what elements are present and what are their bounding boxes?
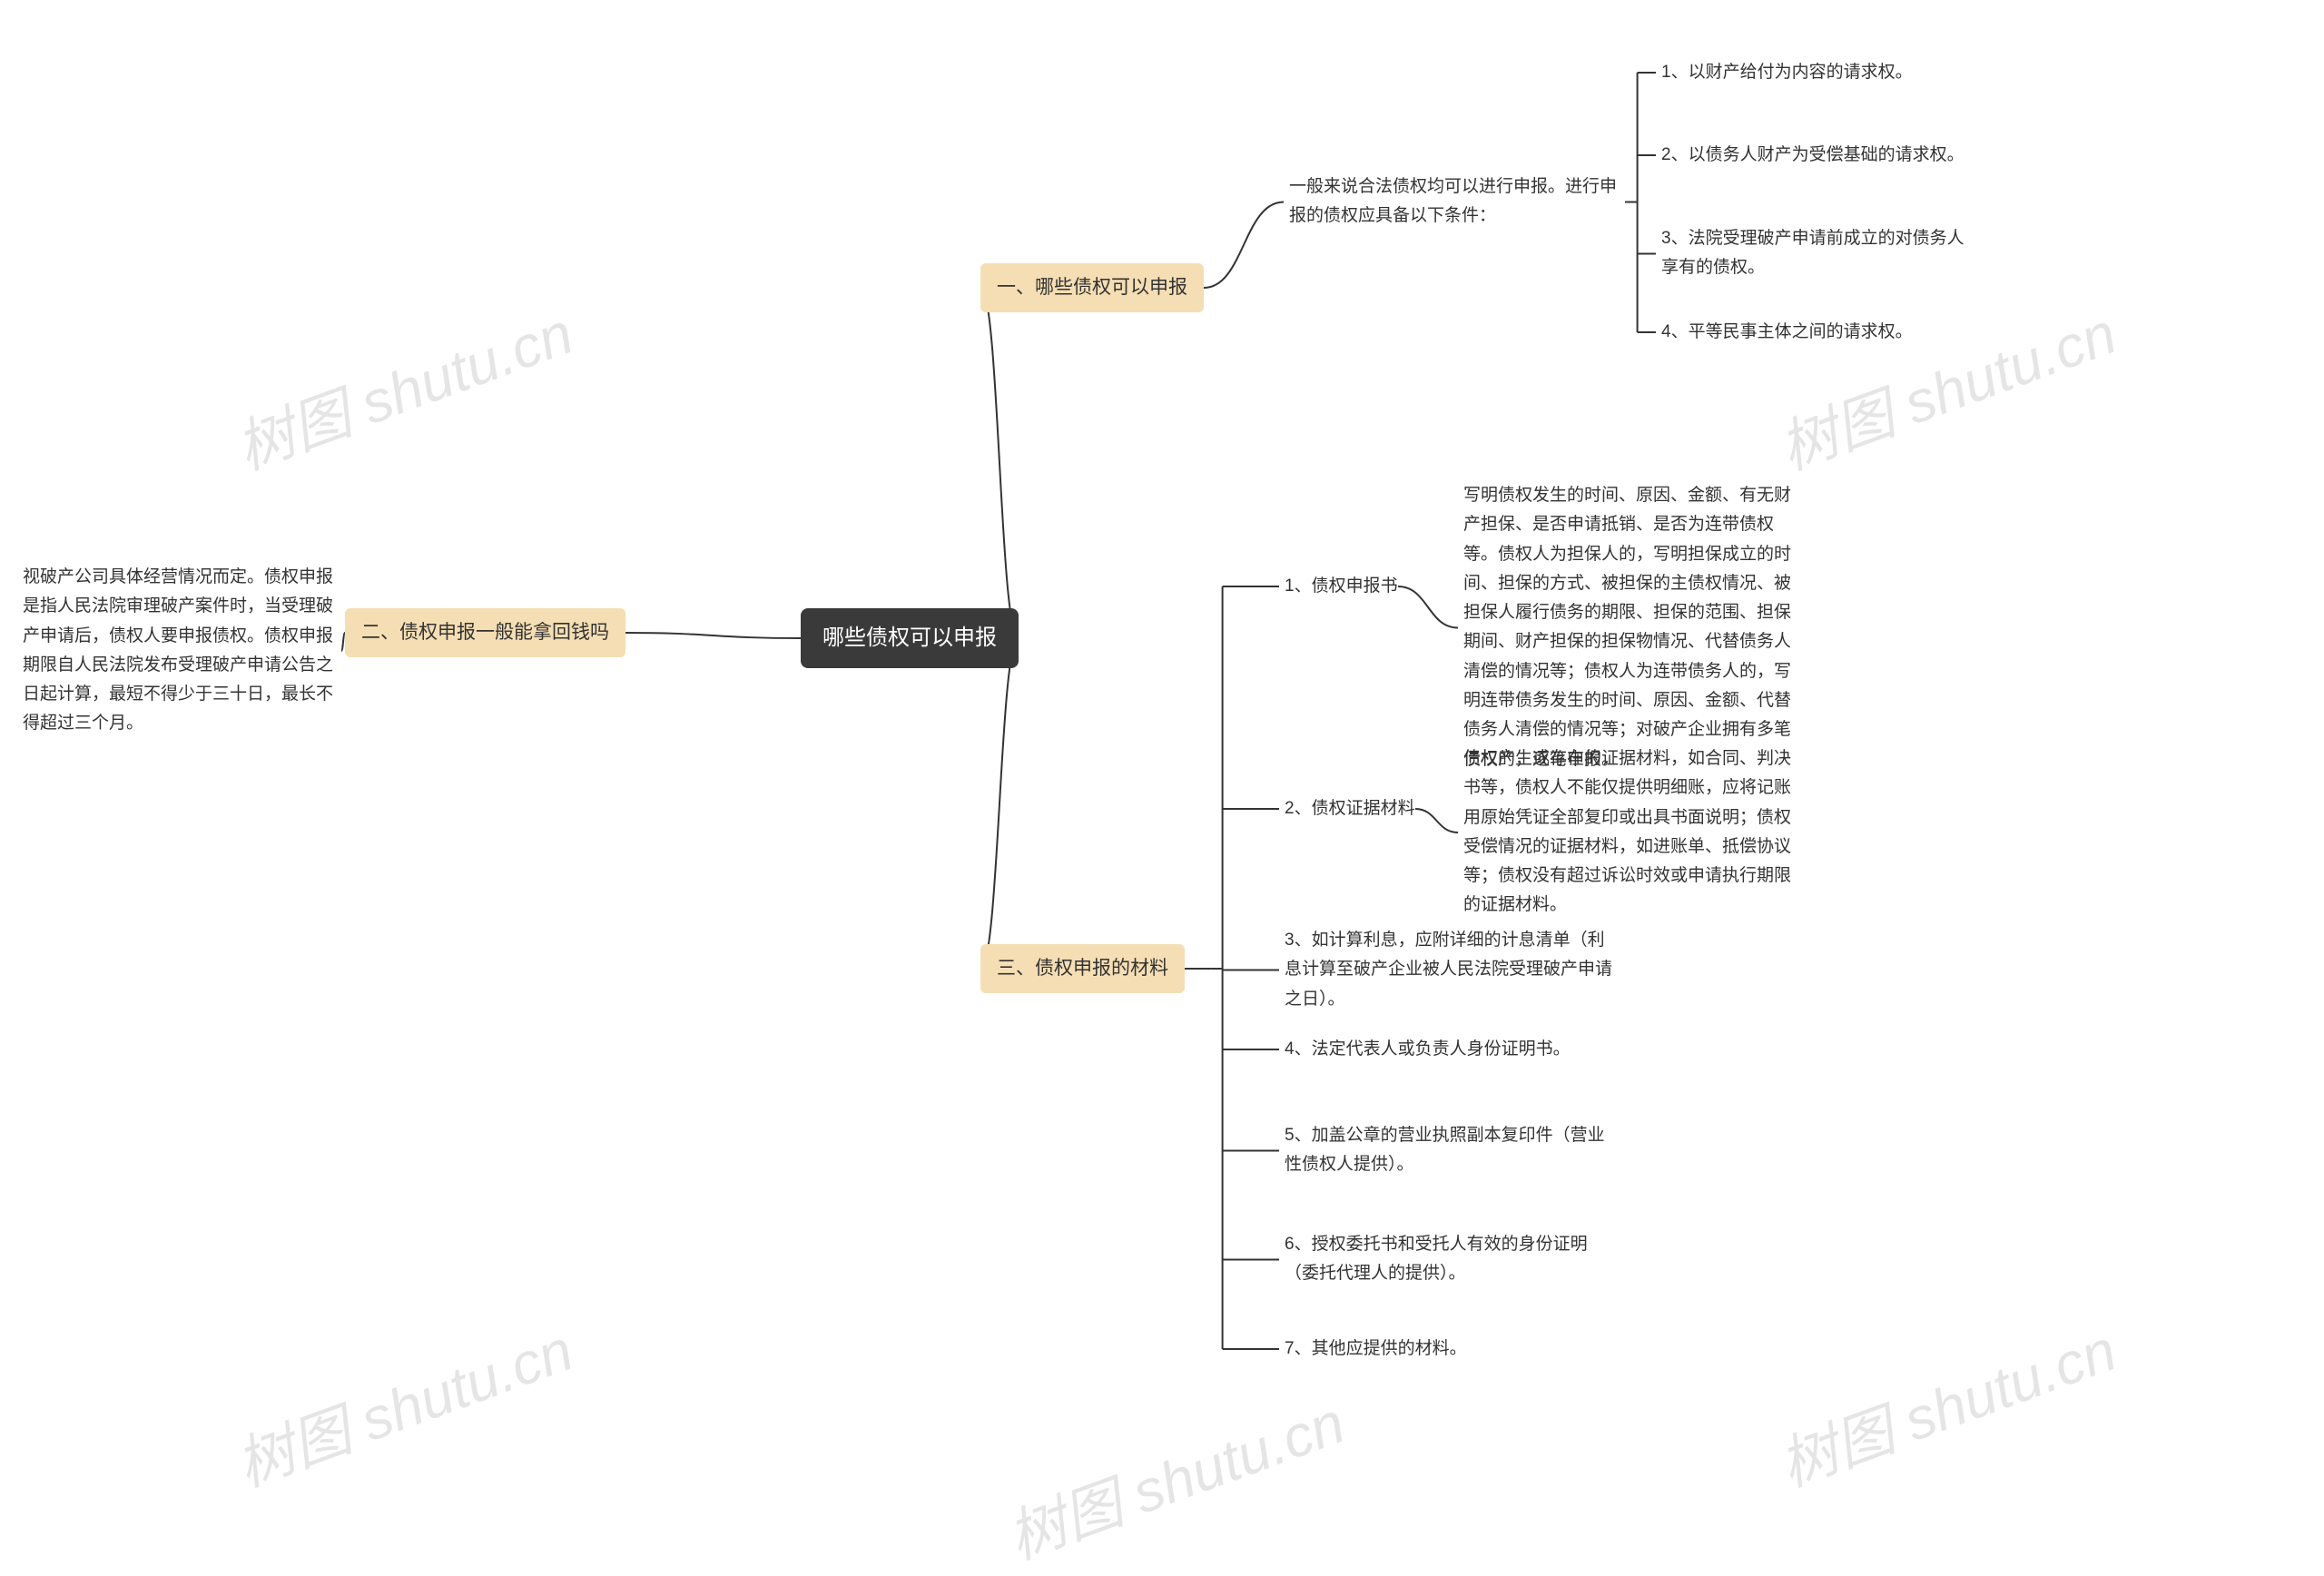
leaf-b3c1l1: 写明债权发生的时间、原因、金额、有无财产担保、是否申请抵销、是否为连带债权等。债… (1463, 481, 1799, 774)
branch-node-b2[interactable]: 二、债权申报一般能拿回钱吗 (345, 608, 625, 657)
leaf-b2c1: 视破产公司具体经营情况而定。债权申报是指人民法院审理破产案件时，当受理破产申请后… (23, 563, 336, 739)
root-node[interactable]: 哪些债权可以申报 (801, 608, 1019, 668)
leaf-b3c4: 4、法定代表人或负责人身份证明书。 (1285, 1035, 1571, 1064)
leaf-b1c1l4: 4、平等民事主体之间的请求权。 (1661, 318, 1913, 347)
watermark: 树图 shutu.cn (223, 1304, 583, 1502)
leaf-b3c7: 7、其他应提供的材料。 (1285, 1335, 1467, 1364)
leaf-b3c6: 6、授权委托书和受托人有效的身份证明（委托代理人的提供）。 (1285, 1230, 1611, 1289)
leaf-b3c2: 2、债权证据材料 (1285, 794, 1415, 823)
leaf-b1c1l3: 3、法院受理破产申请前成立的对债务人享有的债权。 (1661, 224, 1970, 283)
leaf-b3c5: 5、加盖公章的营业执照副本复印件（营业性债权人提供）。 (1285, 1121, 1611, 1180)
leaf-b3c2l1: 债权产生或存在的证据材料，如合同、判决书等，债权人不能仅提供明细账，应将记账用原… (1463, 744, 1799, 921)
leaf-b1c1l2: 2、以债务人财产为受偿基础的请求权。 (1661, 141, 1965, 170)
leaf-b1c1: 一般来说合法债权均可以进行申报。进行申报的债权应具备以下条件： (1289, 172, 1625, 231)
branch-node-b1[interactable]: 一、哪些债权可以申报 (980, 263, 1204, 312)
watermark: 树图 shutu.cn (1767, 1304, 2126, 1502)
watermark: 树图 shutu.cn (223, 287, 583, 486)
leaf-b3c1: 1、债权申报书 (1285, 572, 1398, 601)
connector-layer (0, 0, 2324, 1497)
leaf-b3c3: 3、如计算利息，应附详细的计息清单（利息计算至破产企业被人民法院受理破产申请之日… (1285, 926, 1620, 1014)
branch-node-b3[interactable]: 三、债权申报的材料 (980, 944, 1185, 993)
leaf-b1c1l1: 1、以财产给付为内容的请求权。 (1661, 58, 1913, 87)
mindmap-canvas: 树图 shutu.cn树图 shutu.cn树图 shutu.cn树图 shut… (0, 0, 2324, 1497)
watermark: 树图 shutu.cn (995, 1376, 1354, 1575)
